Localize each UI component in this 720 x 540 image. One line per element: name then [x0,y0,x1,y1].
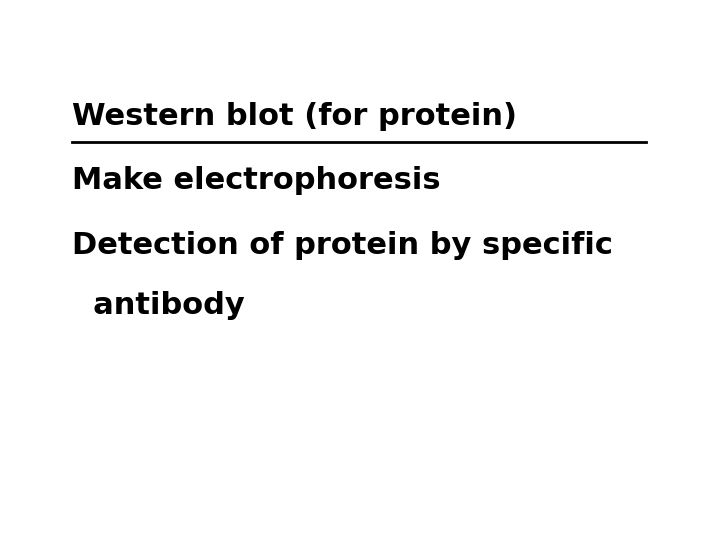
Text: Make electrophoresis: Make electrophoresis [72,166,441,195]
Text: Western blot (for protein): Western blot (for protein) [72,102,517,131]
Text: antibody: antibody [72,291,245,320]
Text: Detection of protein by specific: Detection of protein by specific [72,231,613,260]
